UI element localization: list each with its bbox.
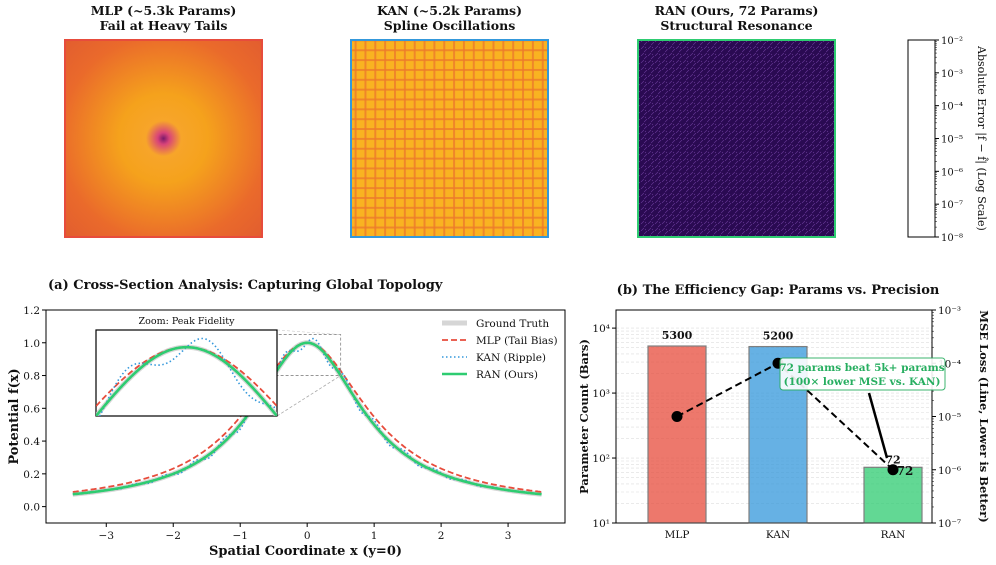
inset-series-line-ran <box>96 345 277 416</box>
bar-ran <box>863 466 923 524</box>
y2-axis-label: MSE Loss (Line, Lower is Better) <box>977 310 991 522</box>
y-tick-label: 0.6 <box>23 403 40 415</box>
inset-plot <box>96 337 277 416</box>
y2-tick-label: 10⁻⁷ <box>938 518 961 530</box>
y-axis-label: Potential f(x) <box>7 368 22 464</box>
colorbar-label: Absolute Error |f − f̂| (Log Scale) <box>974 45 988 231</box>
y-tick-label: 0.2 <box>23 469 40 481</box>
colorbar <box>907 39 936 238</box>
series-line-ran <box>72 341 542 496</box>
heatmap-subtitle: Structural Resonance <box>660 18 812 33</box>
panel-b-title: (b) The Efficiency Gap: Params vs. Preci… <box>617 283 940 298</box>
panel-a: (a) Cross-Section Analysis: Capturing Gl… <box>7 278 566 559</box>
annotation-line2: (100× lower MSE vs. KAN) <box>784 376 941 388</box>
y-tick-label: 1.0 <box>23 338 40 350</box>
heatmap-row: MLP (~5.3k Params)Fail at Heavy Tails KAN… <box>64 3 988 244</box>
x-tick-label: MLP <box>665 529 690 541</box>
x-tick-label: −3 <box>99 530 114 542</box>
annotation-line1: 72 params beat 5k+ params <box>779 362 944 374</box>
y-tick-label: 0.8 <box>23 371 40 383</box>
colorbar-tick-label: 10⁻⁵ <box>941 135 963 146</box>
bar-mlp <box>647 345 707 524</box>
x-tick-label: 0 <box>304 530 311 542</box>
legend-label-kan: KAN (Ripple) <box>476 352 546 364</box>
x-tick-label: KAN <box>766 529 790 541</box>
y-tick-label: 10² <box>592 453 610 465</box>
x-tick-label: −1 <box>232 530 247 542</box>
inset-series-line-kan <box>98 337 277 416</box>
x-tick-label: RAN <box>881 529 906 541</box>
annotation-arrow <box>867 392 889 459</box>
y-tick-label: 0.4 <box>23 436 40 448</box>
y-tick-label: 10¹ <box>592 518 610 530</box>
heatmap-title: KAN (~5.2k Params) <box>377 3 522 18</box>
colorbar-tick-label: 10⁻⁶ <box>941 167 963 178</box>
y2-tick-label: 10⁻³ <box>938 305 961 317</box>
colorbar-tick-label: 10⁻⁸ <box>941 233 963 244</box>
panel-a-axes <box>45 309 566 524</box>
legend-label-ran: RAN (Ours) <box>476 369 538 381</box>
x-tick-label: 3 <box>505 530 512 542</box>
x-axis-label: Spatial Coordinate x (y=0) <box>209 544 402 559</box>
zoom-connector <box>276 329 341 335</box>
mse-marker-mlp <box>671 411 683 422</box>
y-axis-label: Parameter Count (Bars) <box>577 339 591 494</box>
x-tick-label: 2 <box>438 530 445 542</box>
inset-axes <box>95 329 278 417</box>
y-tick-label: 10³ <box>592 388 610 400</box>
heatmap-kan <box>350 39 549 238</box>
colorbar-tick-label: 10⁻⁴ <box>941 102 963 113</box>
heatmap-mlp <box>64 39 263 238</box>
y2-tick-label: 10⁻⁶ <box>938 465 961 477</box>
annotation-box <box>779 357 946 391</box>
legend-label-mlp: MLP (Tail Bias) <box>476 335 558 347</box>
zoom-connector <box>276 375 341 417</box>
colorbar-tick-label: 10⁻² <box>941 36 963 47</box>
panel-b: (b) The Efficiency Gap: Params vs. Preci… <box>577 283 991 541</box>
mse-marker-ran <box>887 464 899 476</box>
colorbar-tick-label: 10⁻³ <box>941 69 963 80</box>
bar-value-label: 5200 <box>763 330 794 343</box>
heatmap-title: MLP (~5.3k Params) <box>91 3 237 18</box>
x-tick-label: −2 <box>165 530 180 542</box>
heatmap-subtitle: Spline Oscillations <box>384 18 516 33</box>
y-tick-label: 10⁴ <box>592 323 610 335</box>
y2-tick-label: 10⁻⁵ <box>938 412 961 424</box>
panel-a-title: (a) Cross-Section Analysis: Capturing Gl… <box>48 278 443 293</box>
colorbar-tick-label: 10⁻⁷ <box>941 200 963 211</box>
y-tick-label: 1.2 <box>23 305 40 317</box>
bar-value-label: 5300 <box>662 329 693 342</box>
inset-title: Zoom: Peak Fidelity <box>139 316 236 327</box>
heatmap-subtitle: Fail at Heavy Tails <box>100 18 228 33</box>
heatmap-ran <box>637 39 836 238</box>
legend-label-truth: Ground Truth <box>476 318 549 330</box>
heatmap-title: RAN (Ours, 72 Params) <box>655 3 819 18</box>
bar-value-label: 72 <box>885 453 900 466</box>
y-tick-label: 0.0 <box>23 502 40 514</box>
annotation-target-label: 72 <box>897 464 914 478</box>
x-tick-label: 1 <box>371 530 378 542</box>
